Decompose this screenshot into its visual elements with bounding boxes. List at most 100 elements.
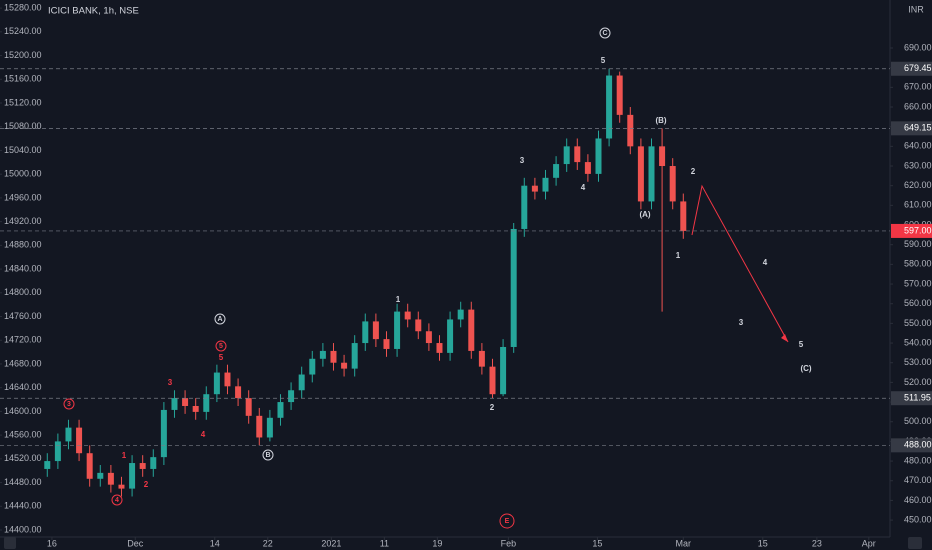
wave-label: 4 (201, 430, 206, 439)
candle-body (341, 362, 348, 369)
candle-body (659, 146, 666, 167)
wave-label: 3 (67, 401, 71, 408)
x-tick-label: 11 (380, 538, 389, 548)
x-tick-label: 14 (210, 538, 220, 548)
candle-body (521, 185, 528, 229)
wave-label: 2 (490, 403, 495, 412)
price-label: 511.95 (904, 393, 931, 403)
x-tick-label: Mar (676, 538, 692, 548)
candle-body (553, 164, 560, 178)
candle-body (65, 427, 72, 442)
candle-body (394, 311, 401, 349)
wave-circle (262, 449, 274, 461)
candle-body (235, 386, 242, 399)
candle-body (510, 228, 517, 347)
x-tick-label: 22 (263, 538, 273, 548)
y2-tick-label: 14800.00 (4, 287, 42, 297)
candle-body (616, 75, 623, 115)
price-label-box (891, 121, 932, 136)
y2-tick-label: 15160.00 (4, 74, 42, 84)
y2-tick-label: 14560.00 (4, 429, 42, 439)
wave-label: 4 (763, 258, 768, 267)
candle-body (277, 402, 284, 418)
candle-body (447, 319, 454, 353)
candle-body (669, 166, 676, 202)
candle-body (182, 398, 189, 406)
wave-label: C (602, 30, 607, 37)
y-tick-label: 470.00 (904, 475, 932, 485)
candle-body (478, 350, 485, 367)
candle-body (542, 177, 549, 192)
candle-body (595, 138, 602, 174)
candle-body (637, 146, 644, 202)
candle-body (54, 441, 61, 462)
x-tick-label: 19 (432, 538, 442, 548)
wave-circle (63, 398, 75, 410)
candle-body (404, 311, 411, 320)
price-label: 597.00 (904, 225, 932, 235)
x-tick-label: 15 (592, 538, 602, 548)
candle-body (468, 309, 475, 351)
wave-label: 3 (168, 378, 173, 387)
candle-body (97, 472, 104, 479)
plot (44, 68, 687, 497)
currency: INR (908, 4, 924, 14)
y-tick-label: 520.00 (904, 377, 932, 387)
wave-label: (C) (800, 364, 811, 373)
y-tick-label: 540.00 (904, 337, 932, 347)
wave-label: 5 (219, 343, 223, 350)
price-label: 488.00 (904, 440, 932, 450)
candle-body (531, 185, 538, 192)
candle-body (256, 415, 263, 438)
wave-label: (A) (639, 210, 650, 219)
y-tick-label: 630.00 (904, 160, 932, 170)
y2-tick-label: 14400.00 (4, 524, 42, 534)
wave-label: 5 (219, 353, 224, 362)
y-tick-label: 610.00 (904, 200, 932, 210)
candle-body (436, 343, 443, 353)
y2-tick-label: 15000.00 (4, 169, 42, 179)
candle-body (107, 472, 114, 485)
x-tick-label: 16 (47, 538, 57, 548)
candle-body (288, 390, 295, 403)
candle-body (648, 146, 655, 202)
y-tick-label: 620.00 (904, 180, 932, 190)
wave-label: E (505, 518, 510, 525)
candle-body (203, 394, 210, 412)
icon (908, 537, 922, 549)
candle-body (351, 343, 358, 369)
y2-tick-label: 14720.00 (4, 335, 42, 345)
x-tick-label: 2021 (321, 538, 341, 548)
projection-arrow (691, 184, 789, 343)
candle-body (118, 484, 125, 489)
price-label-box (891, 438, 932, 453)
candle-body (606, 75, 613, 139)
y2-tick-label: 14760.00 (4, 311, 42, 321)
candle-body (171, 398, 178, 410)
y2-tick-label: 14520.00 (4, 453, 42, 463)
y2-tick-label: 14640.00 (4, 382, 42, 392)
candle-body (44, 461, 51, 469)
candle-body (372, 321, 379, 340)
wave-circle (499, 513, 515, 529)
y-tick-label: 580.00 (904, 259, 932, 269)
candle-body (415, 319, 422, 332)
y2-tick-label: 14680.00 (4, 358, 42, 368)
y2-tick-label: 15040.00 (4, 145, 42, 155)
candle-body (362, 321, 369, 344)
candle-body (680, 201, 687, 231)
candle-body (574, 146, 581, 163)
wave-circle (214, 313, 226, 325)
candle-body (160, 409, 167, 458)
chart-title: ICICI BANK, 1h, NSE (48, 6, 139, 17)
wave-label: B (265, 452, 270, 459)
candle-body (425, 331, 432, 344)
x-tick-label: 15 (758, 538, 768, 548)
y2-tick-label: 15080.00 (4, 121, 42, 131)
candle-body (150, 457, 157, 469)
y2-tick-label: 14960.00 (4, 192, 42, 202)
candle-body (298, 374, 305, 391)
candle-body (139, 463, 146, 469)
